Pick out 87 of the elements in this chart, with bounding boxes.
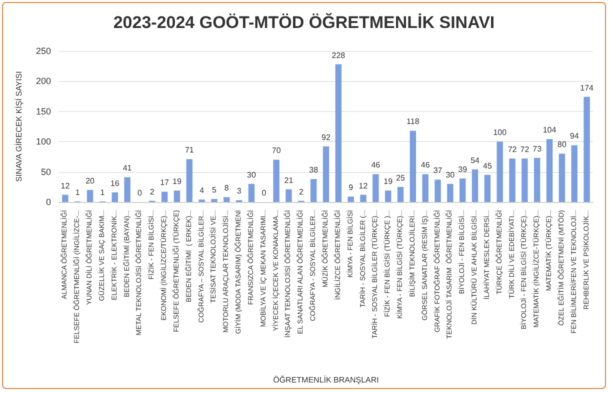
y-tick-label: 0 [46,197,51,207]
bar [86,190,94,202]
data-label: 1 [75,188,80,197]
bar [335,64,342,202]
bar [286,189,292,202]
data-label: 16 [110,178,120,188]
bar [384,190,392,202]
data-label: 12 [358,181,368,190]
data-label: 41 [122,164,132,173]
data-label: 92 [322,132,331,142]
y-axis-title: SINAVA GİRECEK KİŞİ SAYISI [14,71,24,182]
bar [546,139,553,202]
bar [584,96,590,202]
bar [434,180,441,202]
bar [322,146,330,202]
bar [496,142,503,202]
y-tick-label: 250 [36,46,51,56]
data-label: 5 [212,185,218,194]
data-label: 9 [348,183,354,192]
data-label: 228 [332,50,346,60]
data-label: 100 [493,128,508,138]
data-label: 4 [200,186,205,196]
data-label: 21 [284,176,294,185]
bar [248,184,255,202]
data-label: 70 [272,146,282,156]
bar [509,158,516,202]
data-label: 71 [184,146,194,155]
bar [348,196,354,202]
bar [484,174,491,202]
bar [161,192,168,202]
bar [174,190,180,202]
data-label: 54 [470,156,480,165]
data-label: 0 [137,188,142,198]
y-tick-label: 50 [40,166,51,177]
y-tick-label: 200 [36,76,51,86]
data-label: 3 [236,186,242,196]
bar [522,158,528,202]
data-label: 17 [160,178,170,188]
bar [273,160,280,202]
bar [372,174,379,202]
bar [211,198,218,202]
bar [571,145,578,202]
data-label: 19 [172,177,182,186]
bar [360,194,366,202]
bar [124,177,130,202]
data-label: 20 [86,176,96,186]
x-axis-title: ÖĞRETMENLİK BRANŞLARI [273,376,379,384]
data-label: 73 [532,144,542,154]
data-label: 46 [420,160,430,170]
data-label: 30 [446,170,456,180]
data-label: 30 [247,170,256,180]
y-tick-label: 100 [36,136,51,147]
bar [460,178,466,202]
bar [224,197,230,202]
bar [558,154,566,202]
data-label: 39 [458,164,468,174]
data-label: 25 [396,173,406,182]
data-label: 104 [542,126,557,135]
data-label: 174 [580,83,594,92]
bar [422,174,428,202]
data-label: 8 [224,184,230,193]
bar [397,186,404,202]
data-label: 45 [482,161,492,170]
data-label: 0 [262,188,267,198]
data-label: 118 [406,117,420,126]
bar [472,169,478,202]
data-label: 38 [309,166,319,175]
data-label: 2 [298,187,304,196]
bar [112,192,118,202]
bar [410,130,416,202]
data-label: 37 [433,166,443,176]
data-label: 12 [60,181,70,190]
data-label: 94 [570,132,580,141]
chart-title: 2023-2024 GOÖT-MTÖD ÖĞRETMENLİK SINAVI [113,12,495,32]
data-label: 72 [508,145,518,154]
bar [62,194,68,202]
bar [447,184,454,202]
bar [310,179,317,202]
data-label: 2 [150,187,155,196]
bar [534,158,540,202]
data-label: 46 [371,160,381,170]
data-label: 80 [558,140,567,150]
bar [186,159,192,202]
y-tick-label: 150 [36,106,51,116]
data-label: 19 [384,177,394,186]
data-label: 72 [520,145,530,154]
data-label: 1 [100,188,106,197]
